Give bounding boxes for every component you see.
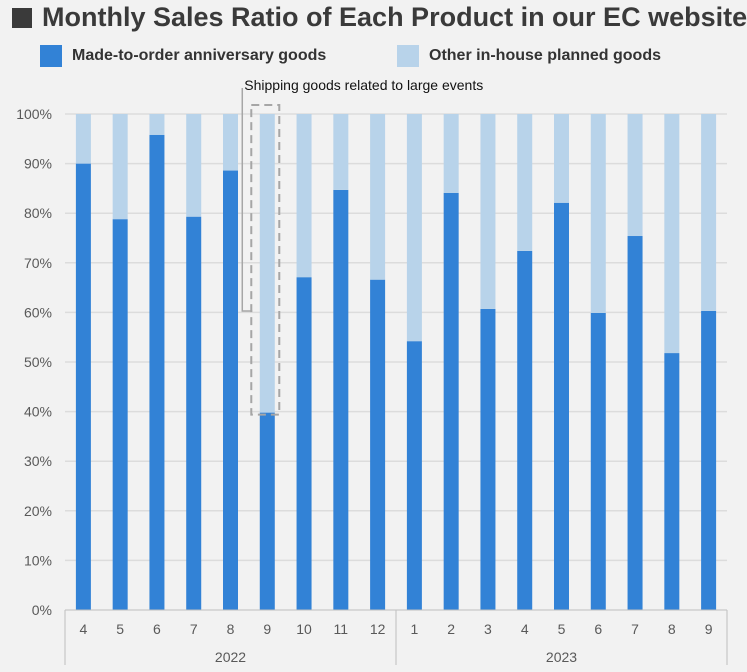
title-square-icon	[12, 7, 32, 28]
y-tick-label: 90%	[24, 156, 52, 172]
year-label: 2023	[546, 649, 577, 665]
x-tick-label: 2	[447, 621, 455, 637]
x-tick-label: 6	[153, 621, 161, 637]
bar-segment-other	[186, 114, 202, 217]
bar-segment-made-to-order	[443, 192, 459, 610]
x-tick-label: 6	[594, 621, 602, 637]
y-tick-label: 100%	[16, 106, 52, 122]
y-tick-label: 20%	[24, 503, 52, 519]
bar-segment-other	[112, 114, 128, 220]
y-tick-label: 70%	[24, 255, 52, 271]
x-tick-label: 9	[263, 621, 271, 637]
chart-title: Monthly Sales Ratio of Each Product in o…	[12, 2, 747, 33]
bar-segment-made-to-order	[149, 134, 165, 610]
bar-segment-other	[259, 114, 275, 413]
bar-segment-other	[75, 114, 91, 164]
y-tick-label: 80%	[24, 205, 52, 221]
y-tick-label: 0%	[32, 602, 52, 618]
y-tick-label: 50%	[24, 354, 52, 370]
bar-segment-made-to-order	[406, 341, 422, 610]
bar-segment-other	[223, 114, 238, 171]
bar-segment-made-to-order	[333, 189, 349, 610]
bar-segment-made-to-order	[480, 308, 496, 610]
x-tick-label: 7	[631, 621, 639, 637]
x-tick-label: 5	[116, 621, 124, 637]
y-tick-label: 40%	[24, 404, 52, 420]
bar-segment-made-to-order	[554, 202, 569, 610]
bar-segment-other	[627, 114, 643, 237]
bar-segment-made-to-order	[627, 236, 643, 611]
x-tick-label: 12	[370, 621, 386, 637]
bar-segment-other	[406, 114, 422, 342]
annotation-dashed-box	[250, 104, 281, 416]
x-tick-label: 11	[334, 621, 349, 637]
year-label: 2022	[215, 649, 246, 665]
legend-swatch	[40, 45, 62, 67]
bar-segment-other	[590, 114, 606, 313]
x-tick-label: 8	[668, 621, 676, 637]
legend-swatch	[397, 45, 419, 67]
bar-segment-made-to-order	[590, 312, 606, 610]
bar-segment-other	[701, 114, 717, 311]
bar-segment-made-to-order	[664, 353, 680, 610]
bar-segment-other	[296, 114, 312, 278]
x-tick-label: 4	[521, 621, 529, 637]
bar-segment-other	[480, 114, 496, 309]
y-tick-label: 10%	[24, 552, 52, 568]
y-tick-label: 60%	[24, 304, 52, 320]
x-tick-label: 8	[227, 621, 235, 637]
x-tick-label: 5	[558, 621, 566, 637]
x-tick-label: 4	[79, 621, 87, 637]
bar-segment-made-to-order	[701, 310, 717, 610]
bar-segment-made-to-order	[75, 163, 91, 610]
bar-segment-other	[333, 114, 349, 190]
bar-segment-other	[664, 114, 680, 354]
bar-segment-made-to-order	[112, 219, 128, 611]
bar-segment-made-to-order	[259, 412, 275, 610]
bar-segment-made-to-order	[186, 216, 202, 610]
bar-segment-made-to-order	[370, 279, 386, 610]
bar-segment-other	[554, 114, 569, 203]
annotation-bracket	[241, 88, 253, 312]
bar-segment-made-to-order	[296, 277, 312, 610]
x-tick-label: 3	[484, 621, 492, 637]
bar-segment-made-to-order	[517, 250, 533, 610]
legend-item-other-in-house: Other in-house planned goods	[397, 45, 661, 67]
x-tick-label: 1	[410, 621, 418, 637]
bar-segment-other	[517, 114, 533, 251]
annotation-label: Shipping goods related to large events	[244, 77, 483, 93]
bar-segment-other	[443, 114, 459, 193]
bar-segment-other	[370, 114, 386, 280]
bar-segment-other	[149, 114, 165, 135]
y-tick-label: 30%	[24, 453, 52, 469]
x-tick-label: 9	[705, 621, 713, 637]
legend-item-made-to-order: Made-to-order anniversary goods	[40, 45, 326, 67]
x-tick-label: 10	[296, 621, 312, 637]
x-tick-label: 7	[190, 621, 198, 637]
bar-segment-made-to-order	[223, 170, 238, 610]
